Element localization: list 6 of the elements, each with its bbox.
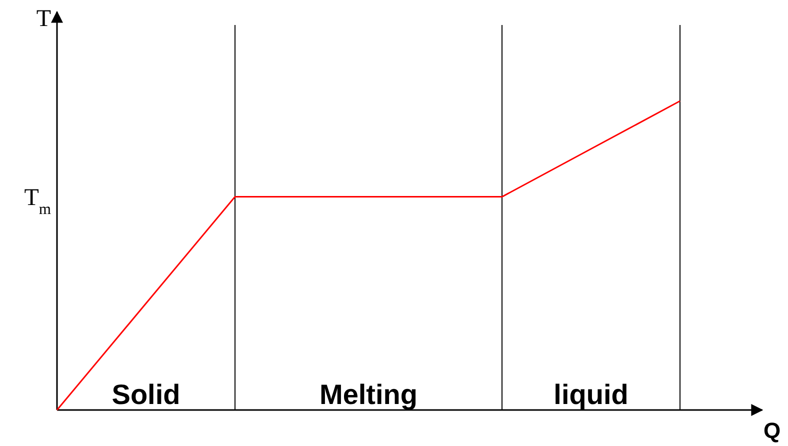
annotation: Solid	[112, 379, 180, 410]
text: T$_{m}$	[24, 184, 51, 218]
x-axis-title: Q	[763, 418, 781, 443]
y-axis-title: T	[36, 6, 52, 32]
annotation: liquid	[554, 379, 628, 410]
annotation: Melting	[320, 379, 418, 410]
